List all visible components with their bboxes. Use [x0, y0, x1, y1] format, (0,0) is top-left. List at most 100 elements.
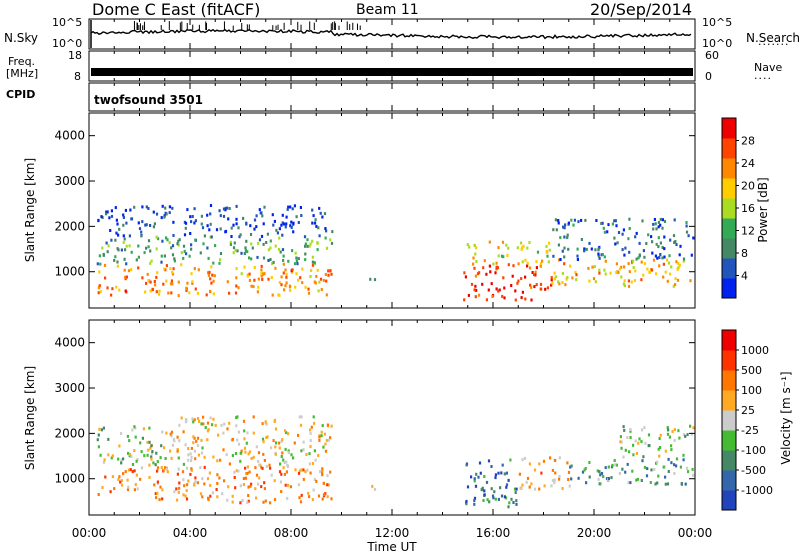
data-cell: [308, 462, 311, 466]
data-cell: [466, 485, 470, 489]
data-cell: [266, 232, 269, 236]
data-cell: [213, 274, 216, 278]
data-cell: [503, 296, 506, 300]
noise-tick-left-top: 10^5: [52, 16, 82, 29]
data-cell: [118, 444, 121, 448]
data-cell: [670, 444, 673, 448]
data-cell: [544, 287, 547, 291]
data-cell: [108, 216, 111, 220]
data-cell: [479, 471, 482, 475]
data-cell: [155, 275, 158, 279]
data-cell: [561, 271, 564, 275]
colorbar-frame: [721, 329, 737, 511]
data-cell: [257, 451, 261, 455]
data-cell: [329, 470, 332, 474]
data-cell: [618, 267, 622, 271]
data-cell: [105, 212, 108, 216]
data-cell: [106, 286, 109, 290]
data-cell: [653, 468, 656, 471]
data-cell: [297, 257, 300, 261]
data-cell: [311, 221, 314, 225]
data-cell: [539, 282, 543, 286]
data-cell: [245, 239, 248, 243]
cpid-label: CPID: [6, 88, 36, 101]
data-cell: [125, 262, 128, 266]
data-cell: [152, 461, 155, 465]
data-cell: [149, 280, 152, 284]
data-cell: [497, 254, 500, 258]
data-cell: [163, 254, 166, 258]
colorbar-segment: [722, 390, 736, 411]
data-cell: [122, 223, 125, 227]
data-cell: [511, 274, 514, 278]
data-cell: [597, 247, 600, 251]
data-cell: [597, 252, 600, 256]
data-cell: [657, 447, 660, 451]
data-cell: [130, 217, 133, 221]
data-cell: [672, 234, 676, 238]
data-cell: [477, 475, 480, 479]
data-cell: [252, 415, 255, 419]
data-cell: [657, 474, 660, 478]
data-cell: [158, 289, 161, 293]
data-cell: [668, 254, 671, 258]
data-cell: [160, 444, 163, 448]
data-cell: [373, 278, 377, 282]
data-cell: [318, 438, 321, 442]
data-cell: [280, 223, 283, 227]
data-cell: [239, 501, 242, 505]
data-cell: [270, 473, 273, 477]
data-cell: [316, 248, 319, 252]
data-cell: [503, 495, 506, 499]
data-cell: [97, 445, 100, 449]
data-cell: [135, 258, 138, 262]
data-cell: [497, 471, 500, 475]
data-cell: [282, 466, 285, 470]
data-cell: [624, 246, 627, 250]
data-cell: [281, 221, 284, 225]
data-cell: [147, 207, 150, 210]
data-cell: [659, 217, 662, 221]
data-cell: [642, 249, 645, 253]
data-cell: [250, 242, 253, 246]
data-cell: [224, 230, 227, 234]
data-cell: [285, 470, 288, 474]
data-cell: [588, 475, 591, 479]
velocity-colorbar-label: Velocity [m s⁻¹]: [779, 371, 793, 464]
data-cell: [473, 244, 476, 248]
data-cell: [221, 492, 224, 496]
colorbar-tick-label: 500: [741, 364, 762, 377]
data-cell: [185, 489, 188, 493]
data-cell: [287, 432, 290, 436]
data-cell: [545, 249, 548, 253]
data-cell: [114, 238, 117, 242]
data-cell: [216, 482, 219, 485]
data-cell: [369, 277, 372, 281]
freq-band: [91, 68, 693, 76]
data-cell: [274, 452, 277, 456]
data-cell: [279, 250, 282, 254]
data-cell: [147, 245, 150, 249]
data-cell: [640, 428, 644, 432]
data-cell: [218, 209, 221, 213]
data-cell: [278, 446, 281, 450]
data-cell: [246, 471, 249, 475]
data-cell: [626, 462, 629, 466]
data-cell: [173, 490, 176, 494]
data-cell: [165, 279, 168, 283]
data-cell: [103, 458, 106, 462]
data-cell: [550, 484, 553, 488]
data-cell: [329, 436, 332, 440]
data-cell: [291, 249, 294, 253]
data-cell: [180, 251, 183, 255]
data-cell: [177, 467, 180, 471]
data-cell: [655, 272, 658, 276]
data-cell: [160, 466, 163, 469]
data-cell: [177, 490, 180, 494]
data-cell: [470, 282, 474, 286]
data-cell: [620, 275, 623, 279]
data-cell: [107, 244, 110, 248]
data-cell: [222, 448, 225, 452]
data-cell: [204, 426, 207, 429]
data-cell: [663, 247, 666, 251]
